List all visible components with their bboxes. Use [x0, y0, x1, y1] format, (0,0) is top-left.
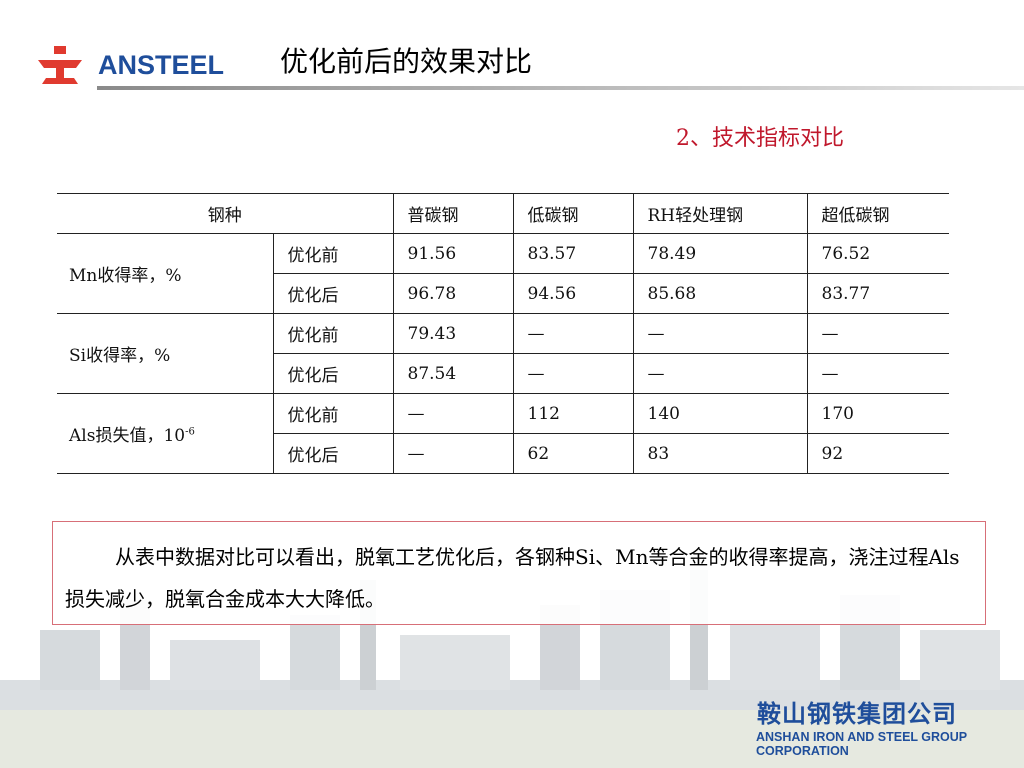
logo-text: ANSTEEL: [98, 50, 225, 80]
value-cell: —: [632, 313, 808, 354]
value-cell: 76.52: [806, 233, 949, 274]
value-cell: —: [392, 393, 514, 434]
table-header-row: 钢种 普碳钢 低碳钢 RH轻处理钢 超低碳钢: [57, 193, 949, 234]
metric-label-mn: Mn收得率，%: [57, 233, 274, 314]
metric-label-als-exponent: -6: [185, 426, 195, 438]
company-name-english: ANSHAN IRON AND STEEL GROUP CORPORATION: [756, 730, 967, 758]
value-cell: —: [806, 353, 949, 394]
table-row: Als损失值，10-6 优化前 — 112 140 170: [57, 393, 949, 474]
table-row: 优化后 96.78 94.56 85.68 83.77: [57, 273, 949, 314]
value-cell: 87.54: [392, 353, 514, 394]
stage-label: 优化后: [273, 433, 394, 474]
value-cell: 94.56: [512, 273, 634, 314]
conclusion-text: 从表中数据对比可以看出，脱氧工艺优化后，各钢种Si、Mn等合金的收得率提高，浇注…: [65, 545, 960, 611]
value-cell: 62: [512, 433, 634, 474]
header-divider: [97, 86, 1024, 90]
value-cell: —: [392, 433, 514, 474]
value-cell: 112: [512, 393, 634, 434]
value-cell: —: [632, 353, 808, 394]
ansteel-logo-icon: [38, 46, 82, 84]
value-cell: 96.78: [392, 273, 514, 314]
value-cell: 79.43: [392, 313, 514, 354]
metric-label-si: Si收得率，%: [57, 313, 274, 394]
value-cell: —: [512, 353, 634, 394]
header-cell: 超低碳钢: [806, 193, 949, 234]
value-cell: 83.57: [512, 233, 634, 274]
metric-label-als-text: Als损失值，10: [69, 426, 186, 446]
header-cell: RH轻处理钢: [632, 193, 808, 234]
value-cell: —: [806, 313, 949, 354]
stage-label: 优化前: [272, 233, 394, 274]
stage-label: 优化前: [272, 393, 394, 434]
header-cell: 普碳钢: [392, 193, 514, 234]
stage-label: 优化后: [273, 273, 394, 314]
table-row: 优化后 — 62 83 92: [57, 433, 949, 474]
header-cell: 低碳钢: [512, 193, 634, 234]
stage-label: 优化后: [273, 353, 394, 394]
value-cell: 91.56: [392, 233, 514, 274]
page-title: 优化前后的效果对比: [280, 45, 533, 78]
table-row: 优化后 87.54 — — —: [57, 353, 949, 394]
conclusion-box: 从表中数据对比可以看出，脱氧工艺优化后，各钢种Si、Mn等合金的收得率提高，浇注…: [52, 521, 986, 625]
section-subtitle: 2、技术指标对比: [676, 126, 844, 151]
comparison-table: 钢种 普碳钢 低碳钢 RH轻处理钢 超低碳钢 Mn收得率，% 优化前 91.56…: [57, 193, 949, 474]
value-cell: 78.49: [632, 233, 808, 274]
value-cell: 92: [806, 433, 949, 474]
value-cell: 83: [632, 433, 808, 474]
stage-label: 优化前: [272, 313, 394, 354]
value-cell: 83.77: [806, 273, 949, 314]
value-cell: 170: [806, 393, 949, 434]
company-name-chinese: 鞍山钢铁集团公司: [757, 700, 957, 728]
table-row: Si收得率，% 优化前 79.43 — — —: [57, 313, 949, 394]
header-cell-steel-type: 钢种: [57, 193, 394, 234]
value-cell: 140: [632, 393, 808, 434]
value-cell: —: [512, 313, 634, 354]
value-cell: 85.68: [632, 273, 808, 314]
metric-label-als: Als损失值，10-6: [57, 393, 274, 474]
table-row: Mn收得率，% 优化前 91.56 83.57 78.49 76.52: [57, 233, 949, 314]
